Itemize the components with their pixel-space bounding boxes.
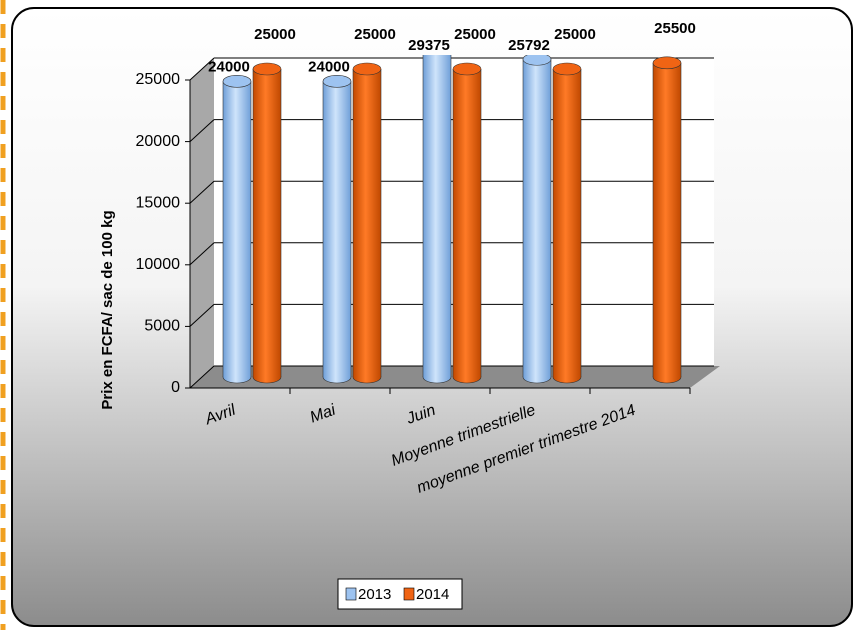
data-label: 25000 <box>254 26 296 43</box>
bar-body <box>323 81 351 377</box>
grid-line-side <box>189 57 215 81</box>
y-tick-label: 20000 <box>136 133 181 150</box>
legend: 2013 2014 <box>337 578 463 610</box>
legend-box <box>337 578 463 610</box>
data-label: 24000 <box>308 58 350 75</box>
y-tick-label: 15000 <box>136 194 181 211</box>
bar-top <box>522 55 552 66</box>
data-label: 24000 <box>208 58 250 75</box>
bar-body <box>553 69 581 377</box>
bar-top <box>322 75 352 88</box>
bar-body <box>653 62 681 378</box>
legend-label: 2014 <box>416 586 449 603</box>
side-wall <box>190 58 214 388</box>
legend-swatch <box>345 587 357 601</box>
data-label: 29375 <box>408 37 450 54</box>
bar <box>252 62 282 384</box>
y-tick-label: 5000 <box>144 318 180 335</box>
data-label: 25792 <box>508 37 550 54</box>
data-label: 25000 <box>554 26 596 43</box>
bar <box>222 75 252 384</box>
bar <box>452 62 482 384</box>
bar <box>522 55 552 384</box>
bar-top <box>452 62 482 76</box>
grid-line-side <box>189 304 215 327</box>
bar-body <box>223 81 251 377</box>
data-label: 25500 <box>654 20 696 37</box>
bar-top <box>552 62 582 76</box>
bar <box>422 55 452 384</box>
bar-top <box>252 62 282 76</box>
bar <box>552 62 582 384</box>
data-label: 25000 <box>454 26 496 43</box>
bar-body <box>523 59 551 378</box>
bar-body <box>453 69 481 377</box>
y-tick-label: 0 <box>171 379 180 396</box>
bar <box>652 56 682 384</box>
bar-body <box>353 69 381 377</box>
grid-line-side <box>189 365 215 389</box>
bar-top <box>652 56 682 70</box>
y-axis-title: Prix en FCFA/ sac de 100 kg <box>99 210 116 409</box>
legend-label: 2013 <box>358 586 391 603</box>
bar-body <box>423 55 451 377</box>
data-label: 25000 <box>354 26 396 43</box>
y-tick-label: 10000 <box>136 256 181 273</box>
bar-top <box>222 75 252 88</box>
bar-top <box>352 62 382 76</box>
bar-body <box>253 69 281 377</box>
y-tick-label: 25000 <box>136 71 181 88</box>
bars <box>222 55 682 384</box>
grid-line-side <box>189 119 215 142</box>
grid-line-side <box>189 242 215 266</box>
grid-line-side <box>189 180 215 204</box>
bar <box>322 75 352 384</box>
bar <box>352 62 382 384</box>
legend-swatch <box>403 587 415 601</box>
